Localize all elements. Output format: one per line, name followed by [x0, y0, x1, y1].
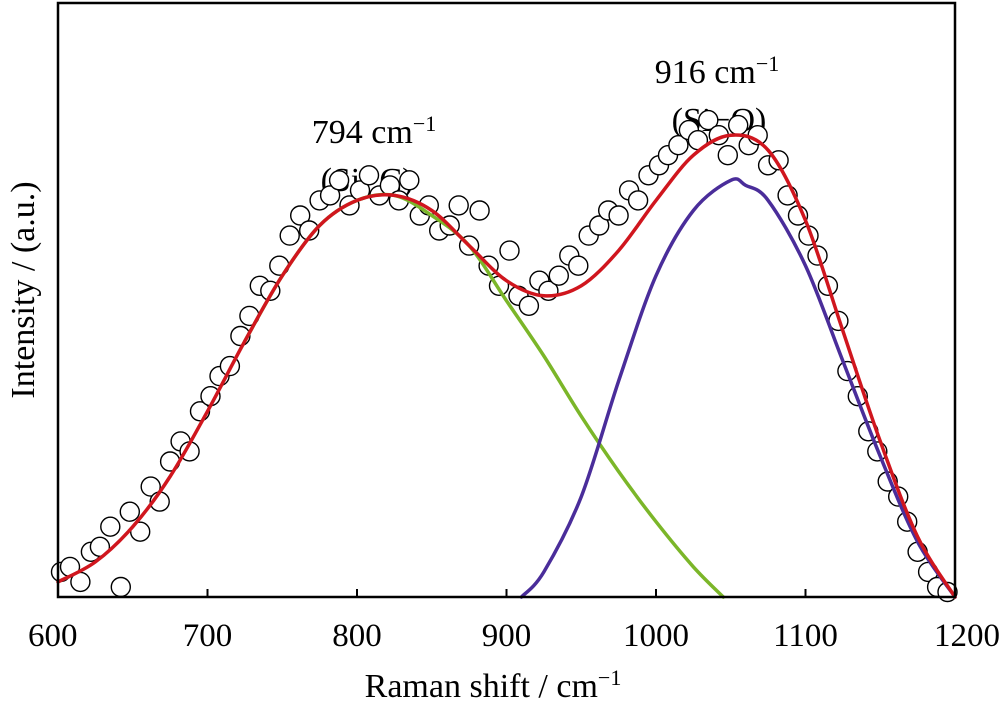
x-axis-ticks: 600 700 800 900 1000 1100 1200 [28, 589, 1000, 654]
data-point [469, 200, 490, 221]
data-point [290, 205, 311, 226]
x-tick-label-1200: 1200 [934, 618, 1000, 654]
annotation-si-c-wavenumber: 794 cm−1 [312, 111, 436, 151]
x-tick-label-1000: 1000 [623, 618, 689, 654]
data-point [698, 109, 719, 131]
x-axis-label: Raman shift / cm−1 [365, 665, 622, 705]
data-point [548, 265, 569, 286]
data-point [140, 476, 161, 497]
fit-curve-0 [56, 133, 957, 599]
data-point [399, 170, 420, 191]
data-point [448, 195, 469, 216]
x-tick-label-700: 700 [183, 618, 233, 654]
data-point [328, 170, 350, 191]
x-tick-label-800: 800 [332, 618, 382, 654]
data-point [358, 165, 380, 186]
data-point [100, 516, 121, 537]
data-point [129, 521, 151, 542]
data-point [119, 501, 141, 522]
x-tick-label-1100: 1100 [773, 618, 838, 654]
data-point [518, 295, 540, 316]
data-point [728, 114, 749, 136]
x-tick-label-600: 600 [28, 618, 78, 654]
fit-curves [56, 133, 957, 599]
data-point [568, 255, 589, 276]
y-axis-label: Intensity / (a.u.) [5, 181, 42, 398]
data-point [608, 205, 629, 226]
data-point [668, 134, 689, 156]
data-point [627, 190, 649, 211]
annotation-si-o-wavenumber: 916 cm−1 [655, 51, 779, 91]
data-point [279, 225, 300, 246]
data-point [589, 215, 610, 236]
measured-data-points [50, 109, 958, 603]
fit-curve-1 [243, 192, 726, 599]
data-point [319, 185, 341, 206]
data-point [110, 576, 132, 598]
data-point [499, 240, 520, 261]
data-point [717, 144, 738, 166]
fit-curve-2 [519, 177, 957, 599]
x-tick-label-900: 900 [482, 618, 532, 654]
